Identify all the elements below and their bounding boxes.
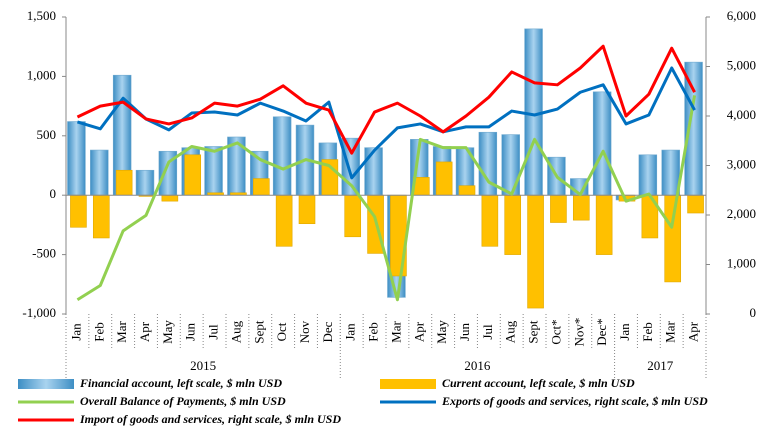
bar	[275, 194, 293, 247]
x-tick-label: Mar	[388, 321, 403, 343]
bar	[458, 185, 476, 196]
x-tick-label: Jul	[480, 324, 495, 340]
y-tick-label: 1,000	[27, 67, 56, 82]
x-tick-label: Dec	[320, 321, 335, 342]
x-tick-label: Jan	[68, 323, 83, 341]
x-tick-label: Feb	[366, 322, 381, 342]
bar	[70, 194, 87, 228]
x-tick-label: Nov*	[571, 318, 586, 347]
bar	[364, 147, 383, 196]
x-tick-label: Feb	[91, 322, 106, 342]
bar	[161, 194, 179, 202]
y2-tick-label: 3,000	[727, 156, 756, 171]
bar	[572, 194, 590, 221]
bar	[592, 91, 612, 196]
legend-swatch	[380, 379, 436, 389]
x-tick-label: Nov	[297, 320, 312, 343]
x-tick-label: Sept	[251, 320, 266, 344]
legend-label: Import of goods and services, right scal…	[79, 412, 341, 426]
x-tick-label: Mar	[663, 321, 678, 343]
bar	[664, 194, 682, 283]
x-tick-label: Aug	[228, 320, 243, 343]
legend-label: Exports of goods and services, right sca…	[441, 394, 708, 408]
y-tick-label: 500	[37, 127, 57, 142]
bar	[687, 194, 704, 214]
legend-label: Financial account, left scale, $ mln USD	[79, 376, 282, 390]
bar	[435, 161, 453, 196]
x-tick-label: Mar	[114, 321, 129, 343]
x-tick-label: Jun	[183, 322, 198, 341]
x-tick-label: Oct*	[548, 319, 563, 344]
bar	[638, 154, 658, 196]
bar	[272, 116, 292, 196]
y-tick-label: 1,500	[27, 8, 56, 23]
legend-swatch	[18, 379, 74, 389]
x-tick-label: Feb	[640, 322, 655, 342]
bar	[595, 194, 613, 255]
bar	[298, 194, 316, 225]
x-group-label: 2017	[647, 358, 674, 373]
y2-tick-label: 1,000	[727, 255, 756, 270]
y2-tick-label: 2,000	[727, 206, 756, 221]
y-tick-label: -1,000	[22, 305, 56, 320]
bar	[481, 194, 499, 247]
x-tick-label: Jul	[206, 324, 221, 340]
bar	[527, 194, 544, 309]
bar	[67, 121, 86, 196]
bar	[204, 146, 223, 196]
bar	[92, 194, 110, 239]
x-tick-label: Oct	[274, 322, 289, 341]
bar	[252, 178, 270, 196]
bar	[115, 169, 133, 196]
line	[76, 95, 697, 302]
x-tick-label: Jan	[343, 323, 358, 341]
y-tick-label: 0	[50, 186, 57, 201]
x-tick-label: Sept	[526, 320, 541, 344]
legend-label: Overall Balance of Payments, $ mln USD	[80, 394, 286, 408]
bar	[90, 149, 109, 196]
bar	[501, 134, 520, 196]
bar	[504, 194, 522, 255]
x-tick-label: Apr	[686, 321, 701, 342]
bar	[550, 194, 567, 223]
line	[76, 44, 696, 155]
x-tick-label: Apr	[411, 321, 426, 342]
bar	[135, 169, 155, 196]
y-tick-label: -500	[32, 246, 56, 261]
x-tick-label: Dec*	[594, 318, 609, 345]
x-tick-label: Jun	[457, 322, 472, 341]
y2-tick-label: 4,000	[727, 107, 756, 122]
x-group-label: 2015	[190, 358, 216, 373]
bar	[184, 154, 202, 196]
x-tick-label: Aug	[503, 320, 518, 343]
x-tick-label: Jan	[617, 323, 632, 341]
bar	[524, 28, 543, 196]
x-tick-label: May	[160, 320, 175, 344]
bar	[344, 194, 362, 238]
x-tick-label: Apr	[137, 321, 152, 342]
x-group-label: 2016	[464, 358, 491, 373]
y2-tick-label: 5,000	[727, 57, 756, 72]
legend-label: Current account, left scale, $ mln USD	[442, 376, 635, 390]
x-tick-label: May	[434, 320, 449, 344]
y2-tick-label: 0	[750, 305, 757, 320]
y2-tick-label: 6,000	[727, 8, 756, 23]
